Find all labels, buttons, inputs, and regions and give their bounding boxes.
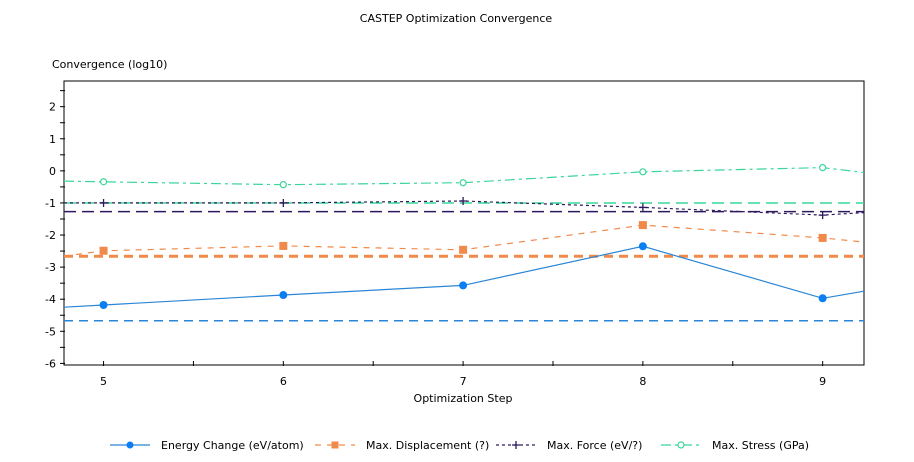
x-axis: 5 6 7 8 9 [100,361,826,388]
x-tick-label: 9 [819,375,826,388]
legend-marker [126,441,134,449]
y-axis: 2 1 0 -1 -2 -3 -4 -5 -6 [45,90,65,370]
data-point [99,198,108,207]
data-point [459,179,467,187]
data-point [459,197,468,206]
legend-label: Max. Displacement (?) [366,439,489,452]
series-max-force-ev [64,197,864,220]
data-point [279,181,287,189]
data-point [279,291,288,300]
data-point [638,203,647,212]
y-tick-label: -6 [45,357,56,370]
legend-label: Max. Stress (GPa) [712,439,809,452]
y-tick-label: -4 [45,293,56,306]
legend-item: Max. Force (eV/?) [496,439,642,452]
y-tick-label: 0 [49,165,56,178]
series-max-stress-gpa [64,164,864,189]
legend-marker [677,441,685,449]
data-point [818,211,827,220]
data-point [638,221,647,230]
y-tick-label: -1 [45,197,56,210]
series-max-displacement [64,221,864,257]
data-point [818,294,827,303]
data-point [638,242,647,251]
y-tick-label: -3 [45,261,56,274]
data-point [819,164,827,172]
x-tick-label: 6 [280,375,287,388]
x-tick-label: 8 [639,375,646,388]
legend-marker [331,441,339,449]
data-point [99,300,108,309]
data-point [459,281,468,290]
legend-label: Max. Force (eV/?) [547,439,642,452]
legend-item: Max. Stress (GPa) [661,439,809,452]
data-point [99,246,108,255]
y-axis-label: Convergence (log10) [52,58,167,71]
chart-title: CASTEP Optimization Convergence [360,12,553,25]
data-point [99,178,108,186]
data-point [459,245,468,254]
legend-label: Energy Change (eV/atom) [161,439,304,452]
legend-item: Energy Change (eV/atom) [110,439,304,452]
data-point [818,233,827,242]
series-group [64,164,864,309]
plot-area [63,80,865,366]
x-tick-label: 7 [460,375,467,388]
data-point [279,241,288,250]
series-energy-change-ev-atom [64,242,864,309]
data-point [639,168,647,176]
legend-item: Max. Displacement (?) [315,439,489,452]
y-tick-label: -5 [45,325,56,338]
x-tick-label: 5 [100,375,107,388]
data-point [279,198,288,207]
y-tick-label: -2 [45,229,56,242]
legend-marker [512,441,520,449]
y-tick-label: 2 [49,101,56,114]
legend: Energy Change (eV/atom) Max. Displacement… [110,439,809,452]
x-axis-label: Optimization Step [414,392,513,405]
y-tick-label: 1 [49,133,56,146]
